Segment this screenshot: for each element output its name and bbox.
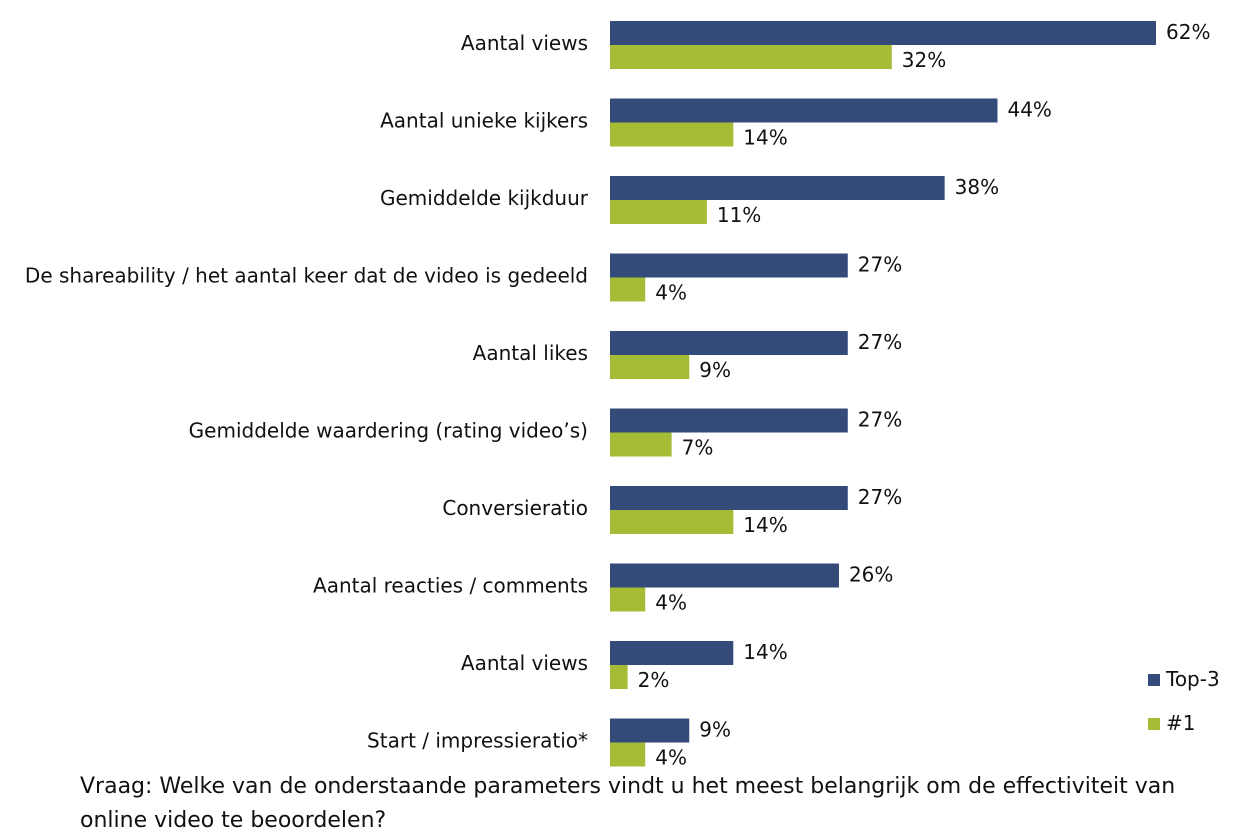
category-label: Gemiddelde waardering (rating video’s) bbox=[189, 419, 588, 443]
data-label: 11% bbox=[717, 203, 761, 227]
horizontal-bar-chart: Aantal views Aantal unieke kijkers Gemidde… bbox=[25, 20, 1220, 770]
category-labels: Aantal views Aantal unieke kijkers Gemidde… bbox=[25, 31, 589, 753]
data-label: 62% bbox=[1166, 20, 1210, 44]
data-label: 4% bbox=[655, 281, 687, 305]
bar-top3 bbox=[610, 563, 839, 588]
data-label: 27% bbox=[858, 330, 902, 354]
bar-top3 bbox=[610, 21, 1156, 45]
bar-top3 bbox=[610, 176, 945, 200]
bar-top3 bbox=[610, 408, 848, 433]
bar-first bbox=[610, 200, 707, 224]
category-label: Aantal unieke kijkers bbox=[380, 109, 588, 133]
bar-first bbox=[610, 122, 734, 147]
data-label: 7% bbox=[682, 436, 714, 460]
category-label: Aantal views bbox=[461, 31, 588, 55]
legend-label: Top-3 bbox=[1165, 667, 1220, 691]
data-label: 14% bbox=[743, 640, 787, 664]
category-label: Aantal reacties / comments bbox=[313, 574, 588, 598]
bar-top3 bbox=[610, 641, 734, 665]
data-label: 2% bbox=[638, 668, 670, 692]
data-label: 38% bbox=[955, 175, 999, 199]
question-text: Vraag: Welke van de onderstaande paramet… bbox=[80, 774, 1176, 833]
data-label: 26% bbox=[849, 563, 893, 587]
category-label: Gemiddelde kijkduur bbox=[380, 186, 589, 210]
data-label: 4% bbox=[655, 746, 687, 770]
value-labels: 62% 32% 44% 14% 38% 11% 27% 4% 27% 9% 27% 7% 27% 14% 2… bbox=[638, 20, 1211, 770]
data-label: 44% bbox=[1007, 98, 1051, 122]
bar-top3 bbox=[610, 718, 690, 743]
bar-first bbox=[610, 742, 646, 767]
data-label: 32% bbox=[902, 48, 946, 72]
bar-first bbox=[610, 432, 672, 457]
bar-first bbox=[610, 510, 734, 534]
legend-swatch bbox=[1148, 718, 1160, 730]
bar-top3 bbox=[610, 331, 848, 355]
data-label: 14% bbox=[743, 513, 787, 537]
legend-swatch bbox=[1148, 674, 1160, 686]
bar-first bbox=[610, 45, 892, 69]
legend-label: #1 bbox=[1166, 711, 1195, 735]
bar-top3 bbox=[610, 98, 998, 123]
data-label: 14% bbox=[743, 126, 787, 150]
data-label: 27% bbox=[858, 485, 902, 509]
category-label: Start / impressieratio* bbox=[367, 729, 588, 753]
bar-first bbox=[610, 665, 628, 689]
legend: Top-3 #1 bbox=[1148, 667, 1220, 735]
category-label: Aantal views bbox=[461, 651, 588, 675]
data-label: 9% bbox=[699, 718, 731, 742]
bars bbox=[610, 21, 1156, 767]
category-label: Aantal likes bbox=[473, 341, 588, 365]
data-label: 4% bbox=[655, 591, 687, 615]
category-label: De shareability / het aantal keer dat de… bbox=[25, 264, 588, 288]
category-label: Conversieratio bbox=[442, 496, 588, 520]
data-label: 27% bbox=[858, 408, 902, 432]
bar-first bbox=[610, 355, 690, 379]
bar-first bbox=[610, 277, 646, 302]
bar-top3 bbox=[610, 253, 848, 278]
bar-top3 bbox=[610, 486, 848, 510]
bar-first bbox=[610, 587, 646, 612]
data-label: 27% bbox=[858, 253, 902, 277]
data-label: 9% bbox=[699, 358, 731, 382]
